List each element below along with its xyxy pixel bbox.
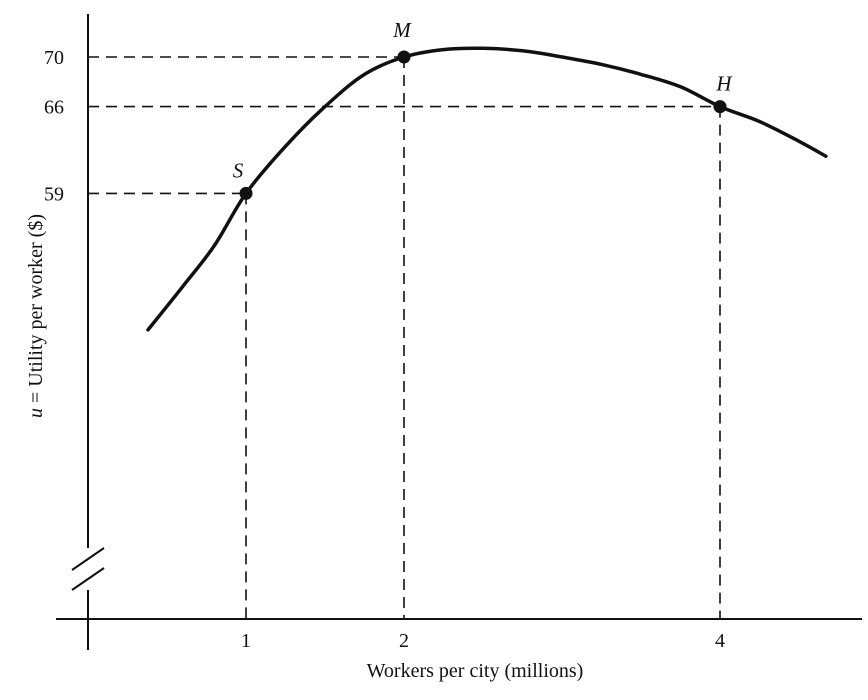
y-tick-70: 70	[44, 47, 64, 69]
y-tick-66: 66	[44, 97, 64, 119]
x-tick-1: 1	[241, 630, 251, 652]
point-M	[397, 50, 411, 64]
axis-break-marks	[71, 547, 105, 591]
y-axis-title-var: u	[25, 408, 47, 418]
point-S	[239, 186, 253, 200]
guide-lines	[88, 56, 721, 619]
point-label-M: M	[392, 18, 412, 42]
x-axis-title: Workers per city (millions)	[367, 660, 584, 682]
point-H	[713, 100, 727, 114]
point-label-S: S	[233, 158, 244, 182]
marked-points: S M H	[233, 18, 733, 200]
y-axis-title: u = Utility per worker ($)	[25, 214, 47, 418]
y-axis-title-text: = Utility per worker ($)	[25, 214, 47, 408]
x-tick-4: 4	[715, 630, 725, 652]
tick-labels: 1 2 4 59 66 70	[44, 47, 725, 652]
y-tick-59: 59	[44, 183, 64, 205]
point-label-H: H	[715, 72, 733, 96]
x-tick-2: 2	[399, 630, 409, 652]
